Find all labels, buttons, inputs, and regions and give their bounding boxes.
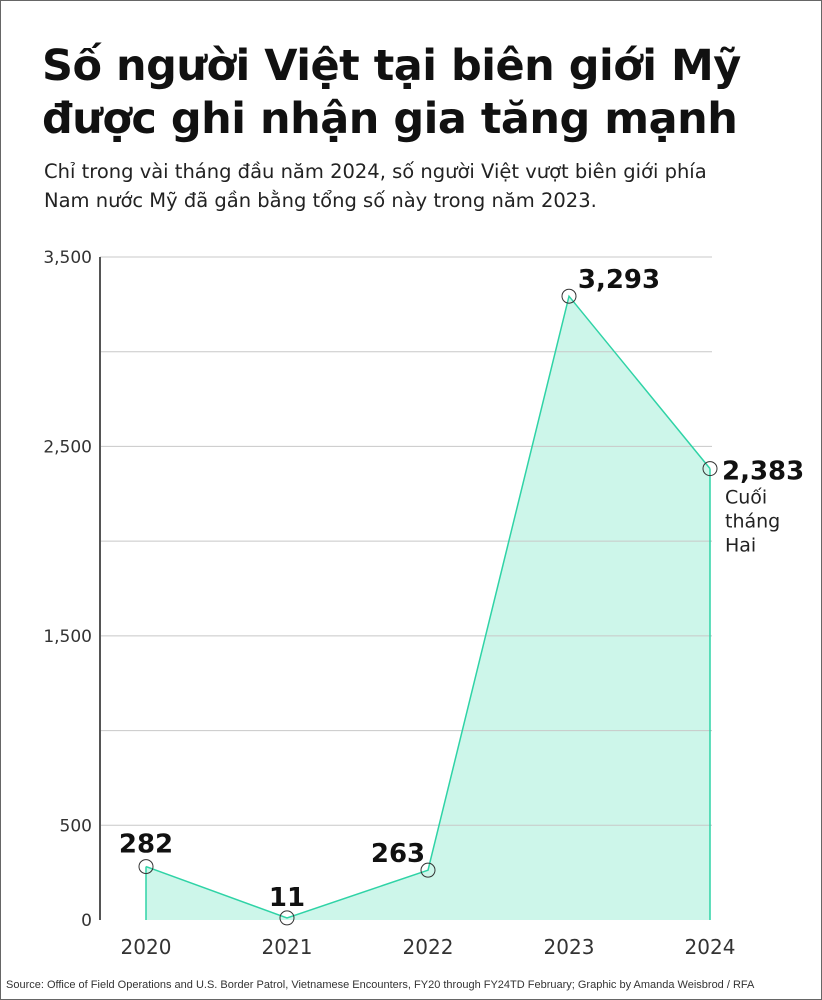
data-label: 2,383 [722, 457, 804, 487]
area-fill [146, 296, 710, 921]
data-point-marker [420, 862, 436, 878]
annotation-text: Cuối [725, 487, 767, 509]
x-tick-label: 2023 [544, 935, 595, 959]
data-label: 263 [371, 839, 425, 869]
data-label: 282 [119, 830, 173, 860]
chart-title: Số người Việt tại biên giới Mỹ được ghi … [42, 41, 741, 144]
data-point-marker [138, 859, 154, 875]
y-tick-label: 3,500 [43, 248, 92, 268]
data-point-marker [279, 910, 295, 926]
x-tick-label: 2022 [403, 935, 454, 959]
data-label: 3,293 [578, 265, 660, 295]
y-tick-label: 1,500 [43, 627, 92, 647]
x-tick-label: 2020 [121, 935, 172, 959]
y-tick-label: 0 [81, 911, 92, 931]
series-line [145, 294, 711, 919]
chart-subtitle: Chỉ trong vài tháng đầu năm 2024, số ngư… [44, 160, 707, 212]
x-tick-label: 2021 [262, 935, 313, 959]
annotation-text: Hai [725, 535, 756, 557]
annotation-text: tháng [725, 511, 780, 533]
data-point-marker [702, 461, 718, 477]
y-tick-label: 2,500 [43, 437, 92, 457]
source-note: Source: Office of Field Operations and U… [6, 979, 755, 991]
data-point-marker [561, 288, 577, 304]
x-tick-label: 2024 [685, 935, 736, 959]
y-tick-label: 500 [60, 816, 92, 836]
data-label: 11 [269, 883, 305, 913]
